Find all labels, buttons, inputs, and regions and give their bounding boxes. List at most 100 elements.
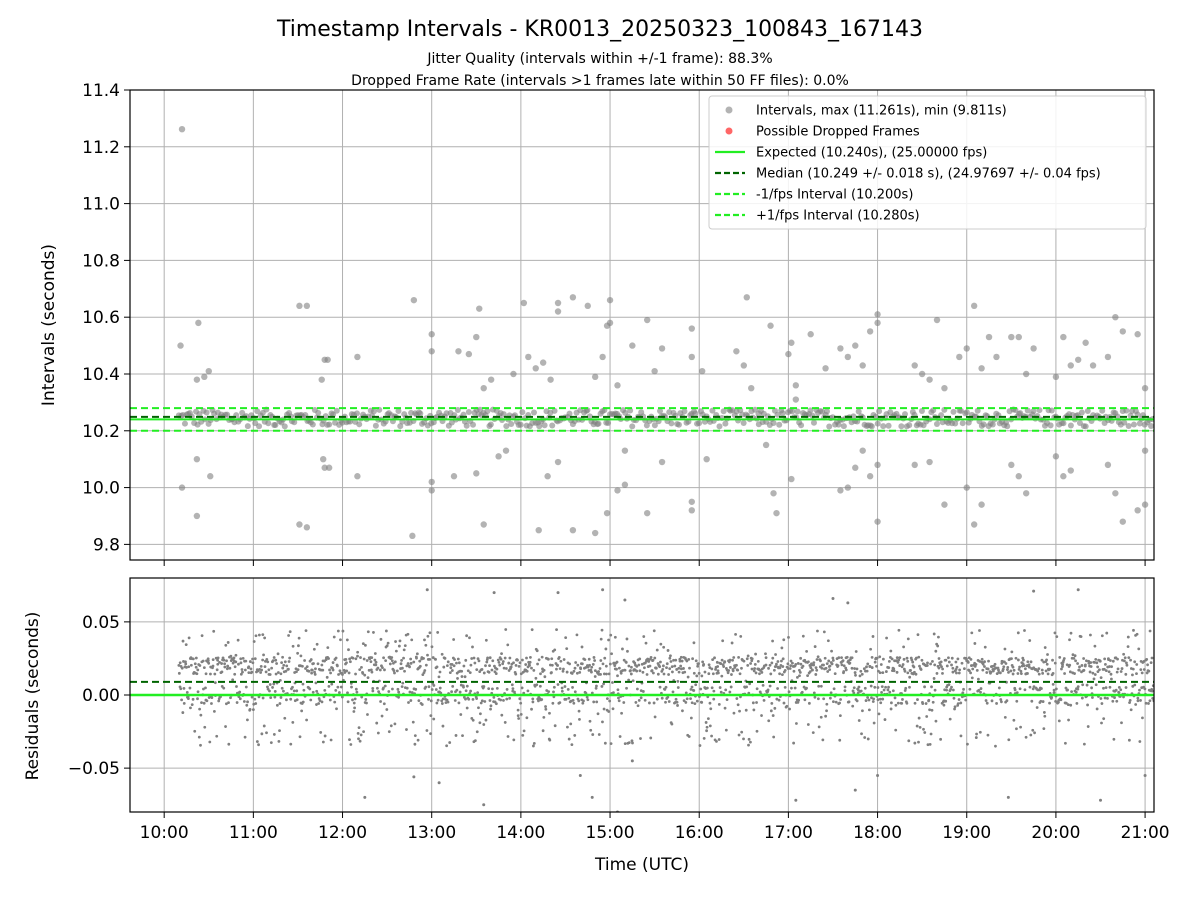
residual-point (309, 698, 313, 702)
residual-point (553, 724, 557, 728)
residual-point (281, 666, 285, 670)
residual-point (479, 712, 482, 716)
residual-point (1102, 717, 1106, 721)
residual-point (198, 707, 202, 711)
residual-point (310, 668, 314, 672)
residual-point (265, 657, 269, 661)
interval-outlier-point (535, 526, 542, 534)
residual-point (519, 701, 523, 705)
residual-point (742, 659, 746, 663)
residual-point (990, 699, 994, 703)
residual-point (209, 672, 212, 676)
residual-point (386, 641, 390, 645)
residual-point (896, 701, 900, 705)
residual-point (1116, 667, 1120, 671)
residual-point (1135, 663, 1139, 666)
residual-point (247, 671, 251, 675)
interval-outlier-point (651, 367, 658, 375)
interval-point (269, 413, 276, 420)
residual-point (1003, 715, 1007, 719)
residual-point (754, 652, 757, 656)
residual-point (560, 689, 564, 693)
residual-point (957, 671, 961, 675)
residual-point (633, 661, 637, 665)
residual-point (662, 664, 665, 668)
residual-point (1100, 702, 1104, 705)
interval-outlier-point (658, 458, 666, 466)
residual-point (1007, 738, 1011, 742)
interval-point (880, 423, 887, 430)
residual-point (599, 659, 603, 662)
residual-point (507, 661, 511, 665)
residual-point (768, 684, 772, 688)
residual-point (954, 667, 958, 671)
residual-point (796, 662, 800, 665)
residual-point (1120, 667, 1124, 670)
residual-point (285, 664, 289, 668)
residual-point (184, 643, 188, 647)
residual-point (684, 701, 688, 704)
residual-point (405, 686, 409, 690)
residual-point (1102, 686, 1105, 690)
residual-point (799, 656, 803, 660)
residual-point (304, 667, 307, 670)
interval-outlier-point (844, 484, 852, 491)
interval-point (487, 421, 494, 428)
interval-outliers (177, 125, 1149, 540)
residual-point (510, 683, 514, 687)
residual-point (955, 671, 958, 675)
residual-point (559, 659, 563, 663)
residual-point (881, 697, 885, 701)
residual-point (904, 686, 908, 690)
residual-point (958, 668, 962, 672)
residual-point (676, 679, 680, 683)
residual-point (364, 698, 368, 701)
residual-point (1023, 667, 1027, 671)
interval-point (551, 407, 558, 414)
residual-point (802, 685, 806, 689)
interval-outlier-point (606, 296, 614, 304)
residual-point (327, 684, 331, 688)
residual-point (666, 695, 670, 699)
residual-point (428, 657, 432, 661)
residual-point (1085, 659, 1088, 663)
residual-point (850, 656, 854, 660)
residual-point (609, 742, 613, 746)
residual-point (769, 672, 773, 676)
legend-label: Median (10.249 +/- 0.018 s), (24.97697 +… (756, 167, 1101, 182)
residual-point (264, 659, 267, 663)
interval-outlier-point (767, 322, 774, 329)
residual-point (828, 668, 832, 672)
residual-point (452, 664, 456, 668)
residual-point (423, 638, 426, 642)
residual-point (475, 730, 479, 734)
residual-point (198, 664, 202, 667)
residual-point (944, 699, 948, 703)
residual-point (1010, 657, 1013, 661)
interval-point (1125, 423, 1132, 430)
residual-point (1111, 659, 1115, 663)
residual-point (304, 629, 308, 633)
residual-point (238, 690, 242, 694)
residual-point (394, 640, 397, 643)
interval-point (1082, 423, 1089, 430)
residual-point (811, 731, 815, 735)
residual-point (601, 720, 604, 724)
residual-point (1068, 663, 1072, 667)
residual-point (473, 661, 477, 665)
interval-outlier-point (207, 473, 214, 480)
residual-point (1048, 701, 1051, 705)
residual-point (463, 675, 467, 679)
residual-point (936, 644, 940, 648)
interval-point (643, 422, 650, 429)
residual-point (817, 725, 821, 729)
residual-point (620, 711, 623, 715)
y-tick-label: 10.4 (82, 365, 120, 385)
residual-point (187, 665, 191, 669)
residual-point (993, 662, 997, 666)
residual-point (253, 697, 257, 701)
residual-point (418, 659, 422, 663)
residual-point (396, 687, 400, 691)
residual-point (786, 662, 790, 666)
residual-point (593, 675, 597, 678)
